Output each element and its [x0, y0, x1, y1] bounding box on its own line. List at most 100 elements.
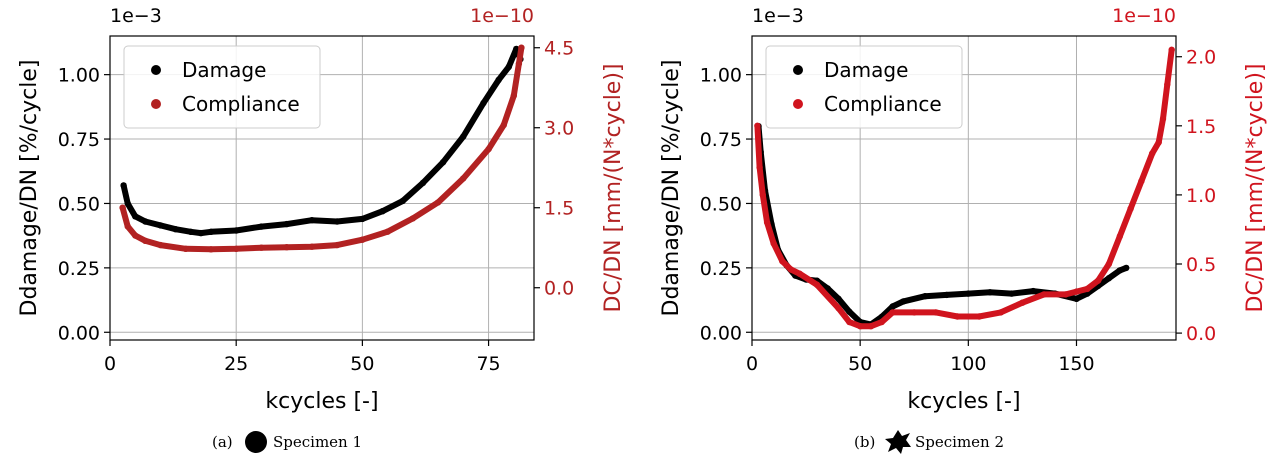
data-point-compliance	[460, 175, 467, 182]
data-point-damage	[132, 213, 139, 220]
y2-tick-label: 3.0	[544, 118, 574, 140]
data-point-compliance	[157, 241, 164, 249]
y-tick-label: 1.00	[58, 65, 100, 87]
data-point-damage	[1116, 267, 1124, 274]
data-point-compliance	[1127, 205, 1134, 212]
data-point-compliance	[954, 313, 961, 320]
data-point-damage	[921, 293, 929, 300]
data-point-compliance	[515, 60, 523, 67]
data-point-damage	[889, 303, 896, 310]
data-point-damage	[157, 222, 164, 229]
y2-tick-label: 0.0	[544, 278, 574, 300]
data-point-damage	[187, 228, 194, 235]
data-point-compliance	[1116, 233, 1124, 240]
data-point-damage	[1008, 290, 1015, 297]
data-point-damage	[824, 285, 831, 292]
x-tick-label: 25	[224, 353, 248, 375]
data-point-damage	[333, 218, 341, 225]
data-point-compliance	[119, 204, 126, 211]
data-point-damage	[460, 133, 467, 140]
caption-label: Specimen 1	[273, 433, 362, 451]
data-point-compliance	[1062, 291, 1069, 298]
data-point-damage	[308, 217, 316, 224]
left-axis-offset-label: 1e−3	[752, 5, 804, 27]
data-point-compliance	[932, 309, 940, 316]
caption: (b) Specimen 2	[854, 430, 1004, 454]
data-point-compliance	[359, 236, 366, 243]
y-axis-label: Ddamage/DN [%/cycle]	[17, 60, 42, 317]
x-tick-label: 50	[350, 353, 374, 375]
data-point-compliance	[889, 309, 896, 316]
data-point-compliance	[485, 145, 492, 153]
y-tick-label: 0.25	[58, 258, 100, 280]
data-point-damage	[846, 308, 853, 315]
data-point-compliance	[756, 164, 763, 171]
data-point-compliance	[518, 44, 525, 51]
y2-tick-label: 4.5	[544, 38, 574, 60]
data-point-compliance	[763, 219, 771, 226]
y2-tick-label: 0.5	[1186, 254, 1216, 276]
data-point-compliance	[857, 323, 864, 330]
data-point-damage	[120, 182, 127, 189]
data-point-compliance	[434, 199, 442, 206]
data-point-damage	[835, 295, 842, 302]
x-tick-label: 75	[476, 353, 500, 375]
caption: (a) Specimen 1	[212, 431, 362, 453]
y2-tick-label: 1.5	[1186, 116, 1216, 138]
right-axis-offset-label: 1e−10	[470, 5, 534, 27]
y-tick-label: 0.00	[700, 322, 742, 344]
legend-marker-damage	[151, 65, 161, 75]
data-point-compliance	[1149, 150, 1156, 157]
data-point-compliance	[1084, 285, 1091, 293]
data-point-compliance	[779, 258, 786, 265]
data-point-damage	[965, 290, 972, 297]
caption-label: Specimen 2	[915, 433, 1004, 451]
data-point-damage	[1073, 295, 1080, 302]
y2-tick-label: 2.0	[1186, 47, 1216, 69]
y-tick-label: 0.75	[700, 129, 742, 151]
legend-box	[123, 45, 321, 129]
data-point-compliance	[1040, 291, 1048, 298]
series-layer	[754, 46, 1175, 330]
data-point-damage	[439, 159, 447, 166]
data-point-compliance	[132, 232, 139, 239]
legend: Damage Compliance	[765, 45, 963, 129]
data-point-compliance	[1105, 260, 1113, 268]
data-point-compliance	[1164, 81, 1171, 88]
right-axis-offset-label: 1e−10	[1112, 5, 1176, 27]
legend-marker-damage	[793, 65, 803, 75]
data-point-compliance	[333, 241, 341, 249]
data-point-compliance	[1168, 46, 1175, 53]
data-point-compliance	[754, 122, 761, 129]
data-point-damage	[207, 228, 215, 235]
legend-label-damage: Damage	[824, 58, 908, 82]
data-point-damage	[197, 229, 205, 237]
data-point-damage	[124, 200, 131, 207]
y-tick-label: 1.00	[700, 65, 742, 87]
plot-frame	[109, 35, 535, 341]
data-point-compliance	[409, 215, 417, 222]
data-point-damage	[1105, 275, 1113, 282]
data-point-damage	[1123, 264, 1130, 272]
data-point-damage	[233, 227, 240, 234]
data-point-compliance	[796, 270, 803, 277]
data-point-damage	[258, 223, 265, 230]
data-point-damage	[505, 63, 512, 71]
data-point-compliance	[867, 323, 875, 330]
data-point-compliance	[258, 244, 265, 251]
data-point-compliance	[1155, 139, 1162, 146]
legend-label-damage: Damage	[182, 58, 266, 82]
x-tick-label: 150	[1058, 353, 1094, 375]
data-point-compliance	[182, 245, 189, 252]
filled-circle-icon	[245, 431, 267, 453]
data-point-compliance	[1019, 299, 1026, 306]
data-point-compliance	[510, 92, 517, 99]
x-axis-label: kcycles [-]	[265, 389, 378, 414]
legend-marker-compliance	[793, 99, 803, 109]
tick-layer: 0 50 100 150 0.00 0.25 0.50 0.75 1.00 0.0 0.5 1.0 1.…	[700, 47, 1217, 375]
data-point-compliance	[759, 191, 766, 199]
data-point-compliance	[911, 309, 918, 316]
y-axis-label: Ddamage/DN [%/cycle]	[659, 60, 684, 317]
data-point-compliance	[1094, 277, 1102, 284]
y2-tick-label: 0.0	[1186, 323, 1216, 345]
